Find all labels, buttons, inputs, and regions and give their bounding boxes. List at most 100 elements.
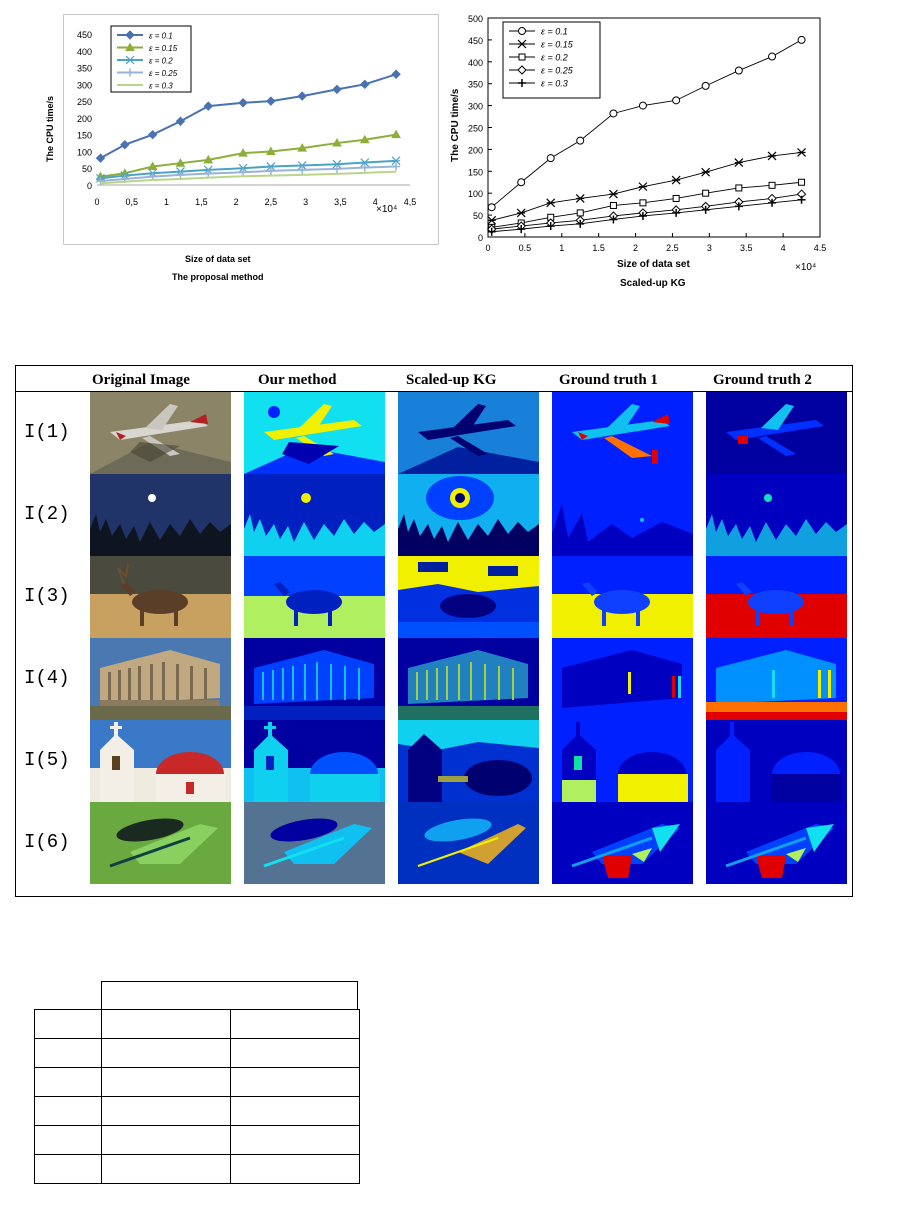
image-ours-moon (244, 474, 385, 556)
data-point (487, 215, 497, 225)
image-kg-airplane (398, 392, 539, 474)
data-point (734, 66, 743, 75)
data-point (266, 162, 276, 171)
image-gt2-temple (706, 638, 847, 720)
data-point (517, 225, 526, 234)
table-cell (101, 1009, 231, 1039)
table-cell (34, 1125, 102, 1155)
data-point (360, 158, 370, 167)
empty-table-grid (34, 1009, 360, 1184)
row-label: I(3) (24, 585, 70, 607)
data-point (360, 79, 370, 90)
x-multiplier-label: ×10⁴ (376, 204, 397, 215)
data-point (768, 198, 777, 207)
data-point (546, 222, 555, 231)
image-kg-church (398, 720, 539, 802)
table-cell (34, 1009, 102, 1039)
image-gt2-church (706, 720, 847, 802)
data-point (125, 42, 135, 51)
x-tick-label: 1.5 (592, 243, 605, 253)
data-point (638, 211, 647, 220)
data-point (175, 158, 186, 167)
data-point (518, 27, 526, 35)
table-cell (230, 1125, 360, 1155)
table-row (34, 1067, 360, 1097)
image-gt1-church (552, 720, 693, 802)
data-point (546, 154, 555, 163)
data-point (516, 208, 526, 218)
image-ours-deer (244, 556, 385, 638)
data-point (608, 189, 618, 199)
y-tick-label: 150 (77, 131, 92, 141)
table-cell (34, 1038, 102, 1068)
table-cell (101, 1125, 231, 1155)
data-point (797, 195, 806, 204)
image-original-moon (90, 474, 231, 556)
table-cell (101, 1038, 231, 1068)
data-point (576, 136, 585, 145)
data-point (672, 194, 680, 202)
y-tick-label: 150 (468, 167, 483, 177)
table-cell (101, 1096, 231, 1126)
y-tick-label: 500 (468, 14, 483, 24)
x-tick-label: 1 (559, 243, 564, 253)
x-tick-label: 3 (303, 197, 308, 207)
chart-proposal-method-plot: 0 50 100 150 200 250 300 350 400 450 0 0,5 1 1,5 2 2,5 3… (77, 25, 416, 215)
series-line (100, 133, 397, 178)
data-point (266, 96, 276, 106)
x-tick-label: 0,5 (126, 197, 139, 207)
legend-label: ε = 0.1 (149, 32, 173, 41)
segmentation-comparison-figure: Original Image Our method Scaled-up KG G… (15, 365, 853, 897)
data-point (576, 209, 584, 217)
data-point (734, 158, 744, 167)
data-point (239, 168, 248, 177)
data-point (147, 161, 158, 171)
data-point (517, 65, 527, 75)
data-point (238, 163, 248, 173)
y-tick-label: 400 (77, 47, 92, 57)
row-label: I(6) (24, 831, 70, 853)
table-cell (34, 1154, 102, 1184)
image-ours-dragonfly (244, 802, 385, 884)
table-row (34, 1125, 360, 1155)
data-point (332, 159, 342, 169)
x-tick-label: 1,5 (195, 197, 208, 207)
col-header-our-method: Our method (258, 372, 337, 388)
image-original-church (90, 720, 231, 802)
data-point (734, 202, 743, 211)
image-kg-dragonfly (398, 802, 539, 884)
data-point (609, 109, 618, 118)
data-point (203, 154, 214, 164)
table-row (34, 1096, 360, 1126)
x-tick-label: 3,5 (334, 197, 347, 207)
image-kg-moon (398, 474, 539, 556)
data-point (391, 129, 401, 139)
y-tick-label: 200 (468, 145, 483, 155)
chart-scaled-up-kg-plot: 0 50 100 150 200 250 300 350 400 450 500 0 0.5 1 1.5 2 2… (468, 14, 827, 273)
table-cell (230, 1067, 360, 1097)
x-tick-label: 1 (164, 197, 169, 207)
x-tick-label: 4.5 (814, 243, 827, 253)
col-header-ground-truth-1: Ground truth 1 (559, 372, 658, 388)
x-tick-label: 2.5 (666, 243, 679, 253)
image-original-temple (90, 638, 231, 720)
legend-label: ε = 0.3 (541, 79, 568, 89)
data-point (126, 68, 134, 77)
data-point (392, 162, 401, 171)
data-point (203, 101, 213, 111)
data-point (701, 205, 710, 214)
row-label: I(4) (24, 667, 70, 689)
legend-label: ε = 0.15 (149, 44, 178, 53)
series-line (100, 170, 397, 185)
data-point (701, 81, 710, 90)
row-label: I(1) (24, 421, 70, 443)
col-header-ground-truth-2: Ground truth 2 (713, 372, 812, 388)
image-original-airplane (90, 392, 231, 474)
legend-label: ε = 0.25 (541, 66, 574, 76)
data-point (518, 79, 526, 87)
image-gt2-airplane (706, 392, 847, 474)
data-point (701, 167, 711, 177)
row-label: I(2) (24, 503, 70, 525)
data-point (175, 116, 186, 126)
y-tick-label: 200 (77, 114, 92, 124)
